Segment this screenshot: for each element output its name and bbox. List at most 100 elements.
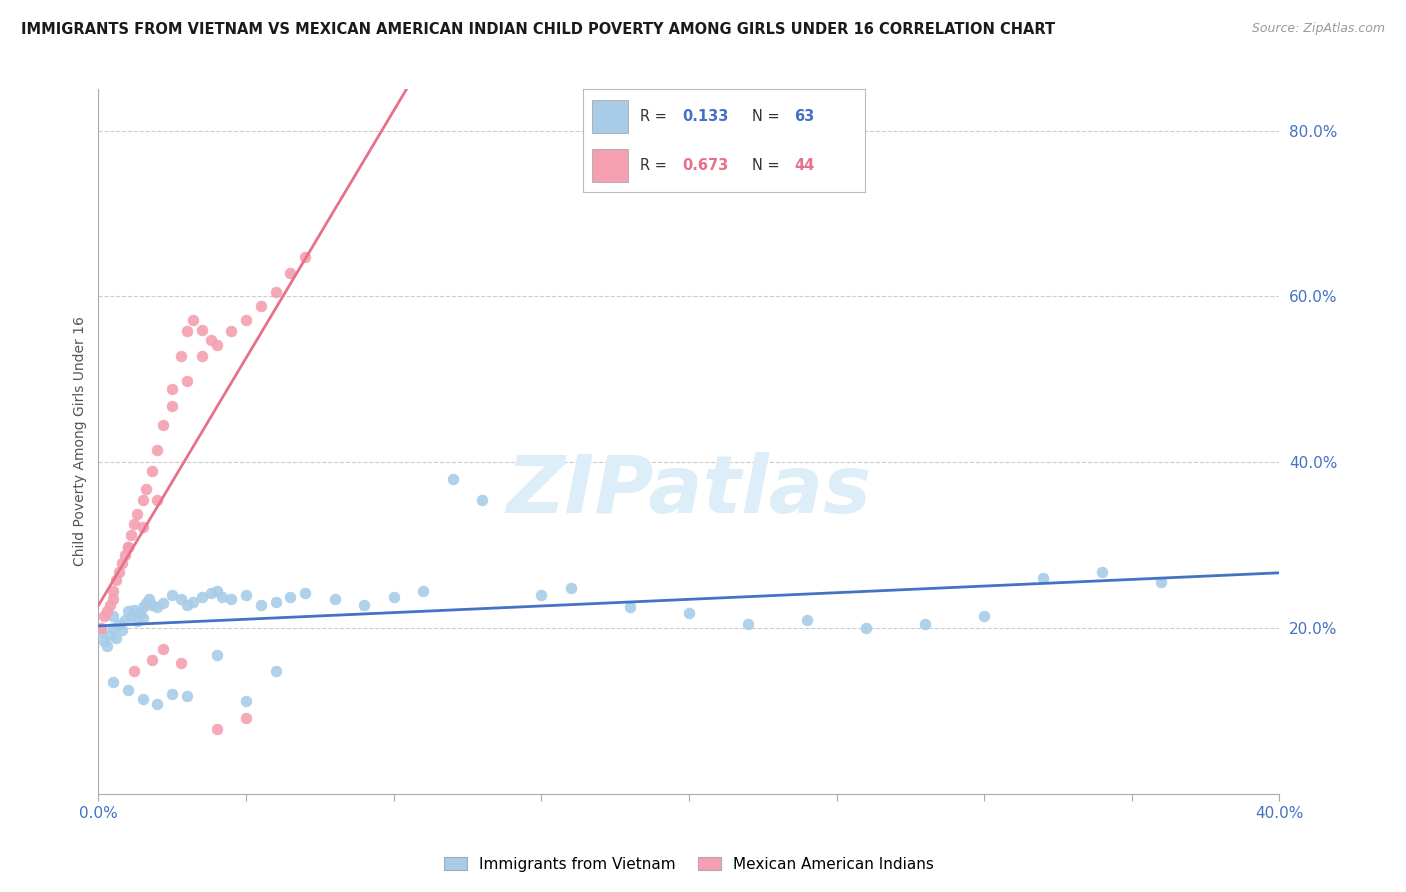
Point [128,606,150,620]
Point [98,598,121,612]
Point [1150,575,1173,590]
Text: N =: N = [752,158,785,173]
Point [162,687,183,701]
Point [235,588,257,602]
Point [914,616,936,631]
Point [90,621,112,635]
Point [796,613,818,627]
Point [117,540,139,554]
Point [146,442,169,457]
Point [250,598,273,612]
Point [122,517,145,532]
Point [855,621,877,635]
Point [108,616,131,631]
Point [111,557,134,571]
Point [264,285,287,300]
Point [152,641,174,656]
Point [1032,571,1054,585]
Point [103,675,125,690]
Y-axis label: Child Poverty Among Girls Under 16: Child Poverty Among Girls Under 16 [73,317,87,566]
Point [170,592,193,607]
Text: ZIPatlas: ZIPatlas [506,452,872,530]
Point [200,586,222,600]
Point [117,683,139,698]
Point [135,482,157,496]
Point [146,698,169,712]
Point [235,694,257,708]
Point [103,621,125,635]
Point [250,300,273,314]
Point [146,492,169,507]
Point [138,592,160,607]
Point [205,648,228,662]
Text: Source: ZipAtlas.com: Source: ZipAtlas.com [1251,22,1385,36]
Point [412,583,434,598]
Point [141,652,163,666]
Text: 0.673: 0.673 [682,158,728,173]
Point [737,616,759,631]
Point [132,691,155,706]
Point [280,590,302,604]
Text: 44: 44 [794,158,814,173]
Text: 0.133: 0.133 [682,110,728,124]
Point [132,600,155,615]
Point [221,592,243,607]
Text: R =: R = [640,158,671,173]
Point [93,608,115,623]
FancyBboxPatch shape [592,101,628,133]
Point [117,540,139,554]
Point [382,590,405,604]
Point [125,507,148,521]
Point [162,399,183,413]
Point [108,565,131,579]
Point [120,608,142,623]
Point [181,594,204,608]
Point [132,492,155,507]
Point [152,596,174,610]
Point [162,382,183,396]
Text: IMMIGRANTS FROM VIETNAM VS MEXICAN AMERICAN INDIAN CHILD POVERTY AMONG GIRLS UND: IMMIGRANTS FROM VIETNAM VS MEXICAN AMERI… [21,22,1056,37]
Point [471,492,494,507]
Point [105,573,128,587]
Point [176,374,198,388]
Point [93,633,115,648]
Point [162,588,183,602]
Point [191,323,214,337]
Point [152,417,174,432]
Point [132,611,155,625]
Point [125,615,148,629]
Point [122,603,145,617]
Point [235,710,257,724]
Point [120,528,142,542]
Point [221,324,243,338]
Text: 63: 63 [794,110,814,124]
Point [122,664,145,678]
Point [678,606,700,620]
Point [141,464,163,478]
Point [181,312,204,326]
Point [176,689,198,703]
Legend: Immigrants from Vietnam, Mexican American Indians: Immigrants from Vietnam, Mexican America… [437,851,941,878]
Point [1091,565,1114,579]
Point [170,656,193,670]
Point [530,588,553,602]
Point [170,349,193,363]
Point [96,605,118,619]
Point [200,333,222,347]
Point [235,312,257,326]
Point [441,472,464,486]
Point [280,266,302,280]
Point [191,349,214,363]
Point [211,590,233,604]
Point [135,596,157,610]
Point [90,625,112,640]
Point [353,598,375,612]
Point [264,664,287,678]
Point [103,583,125,598]
Point [294,250,316,264]
Point [205,583,228,598]
Point [176,598,198,612]
Point [117,605,139,619]
Point [560,582,582,596]
Point [146,600,169,615]
